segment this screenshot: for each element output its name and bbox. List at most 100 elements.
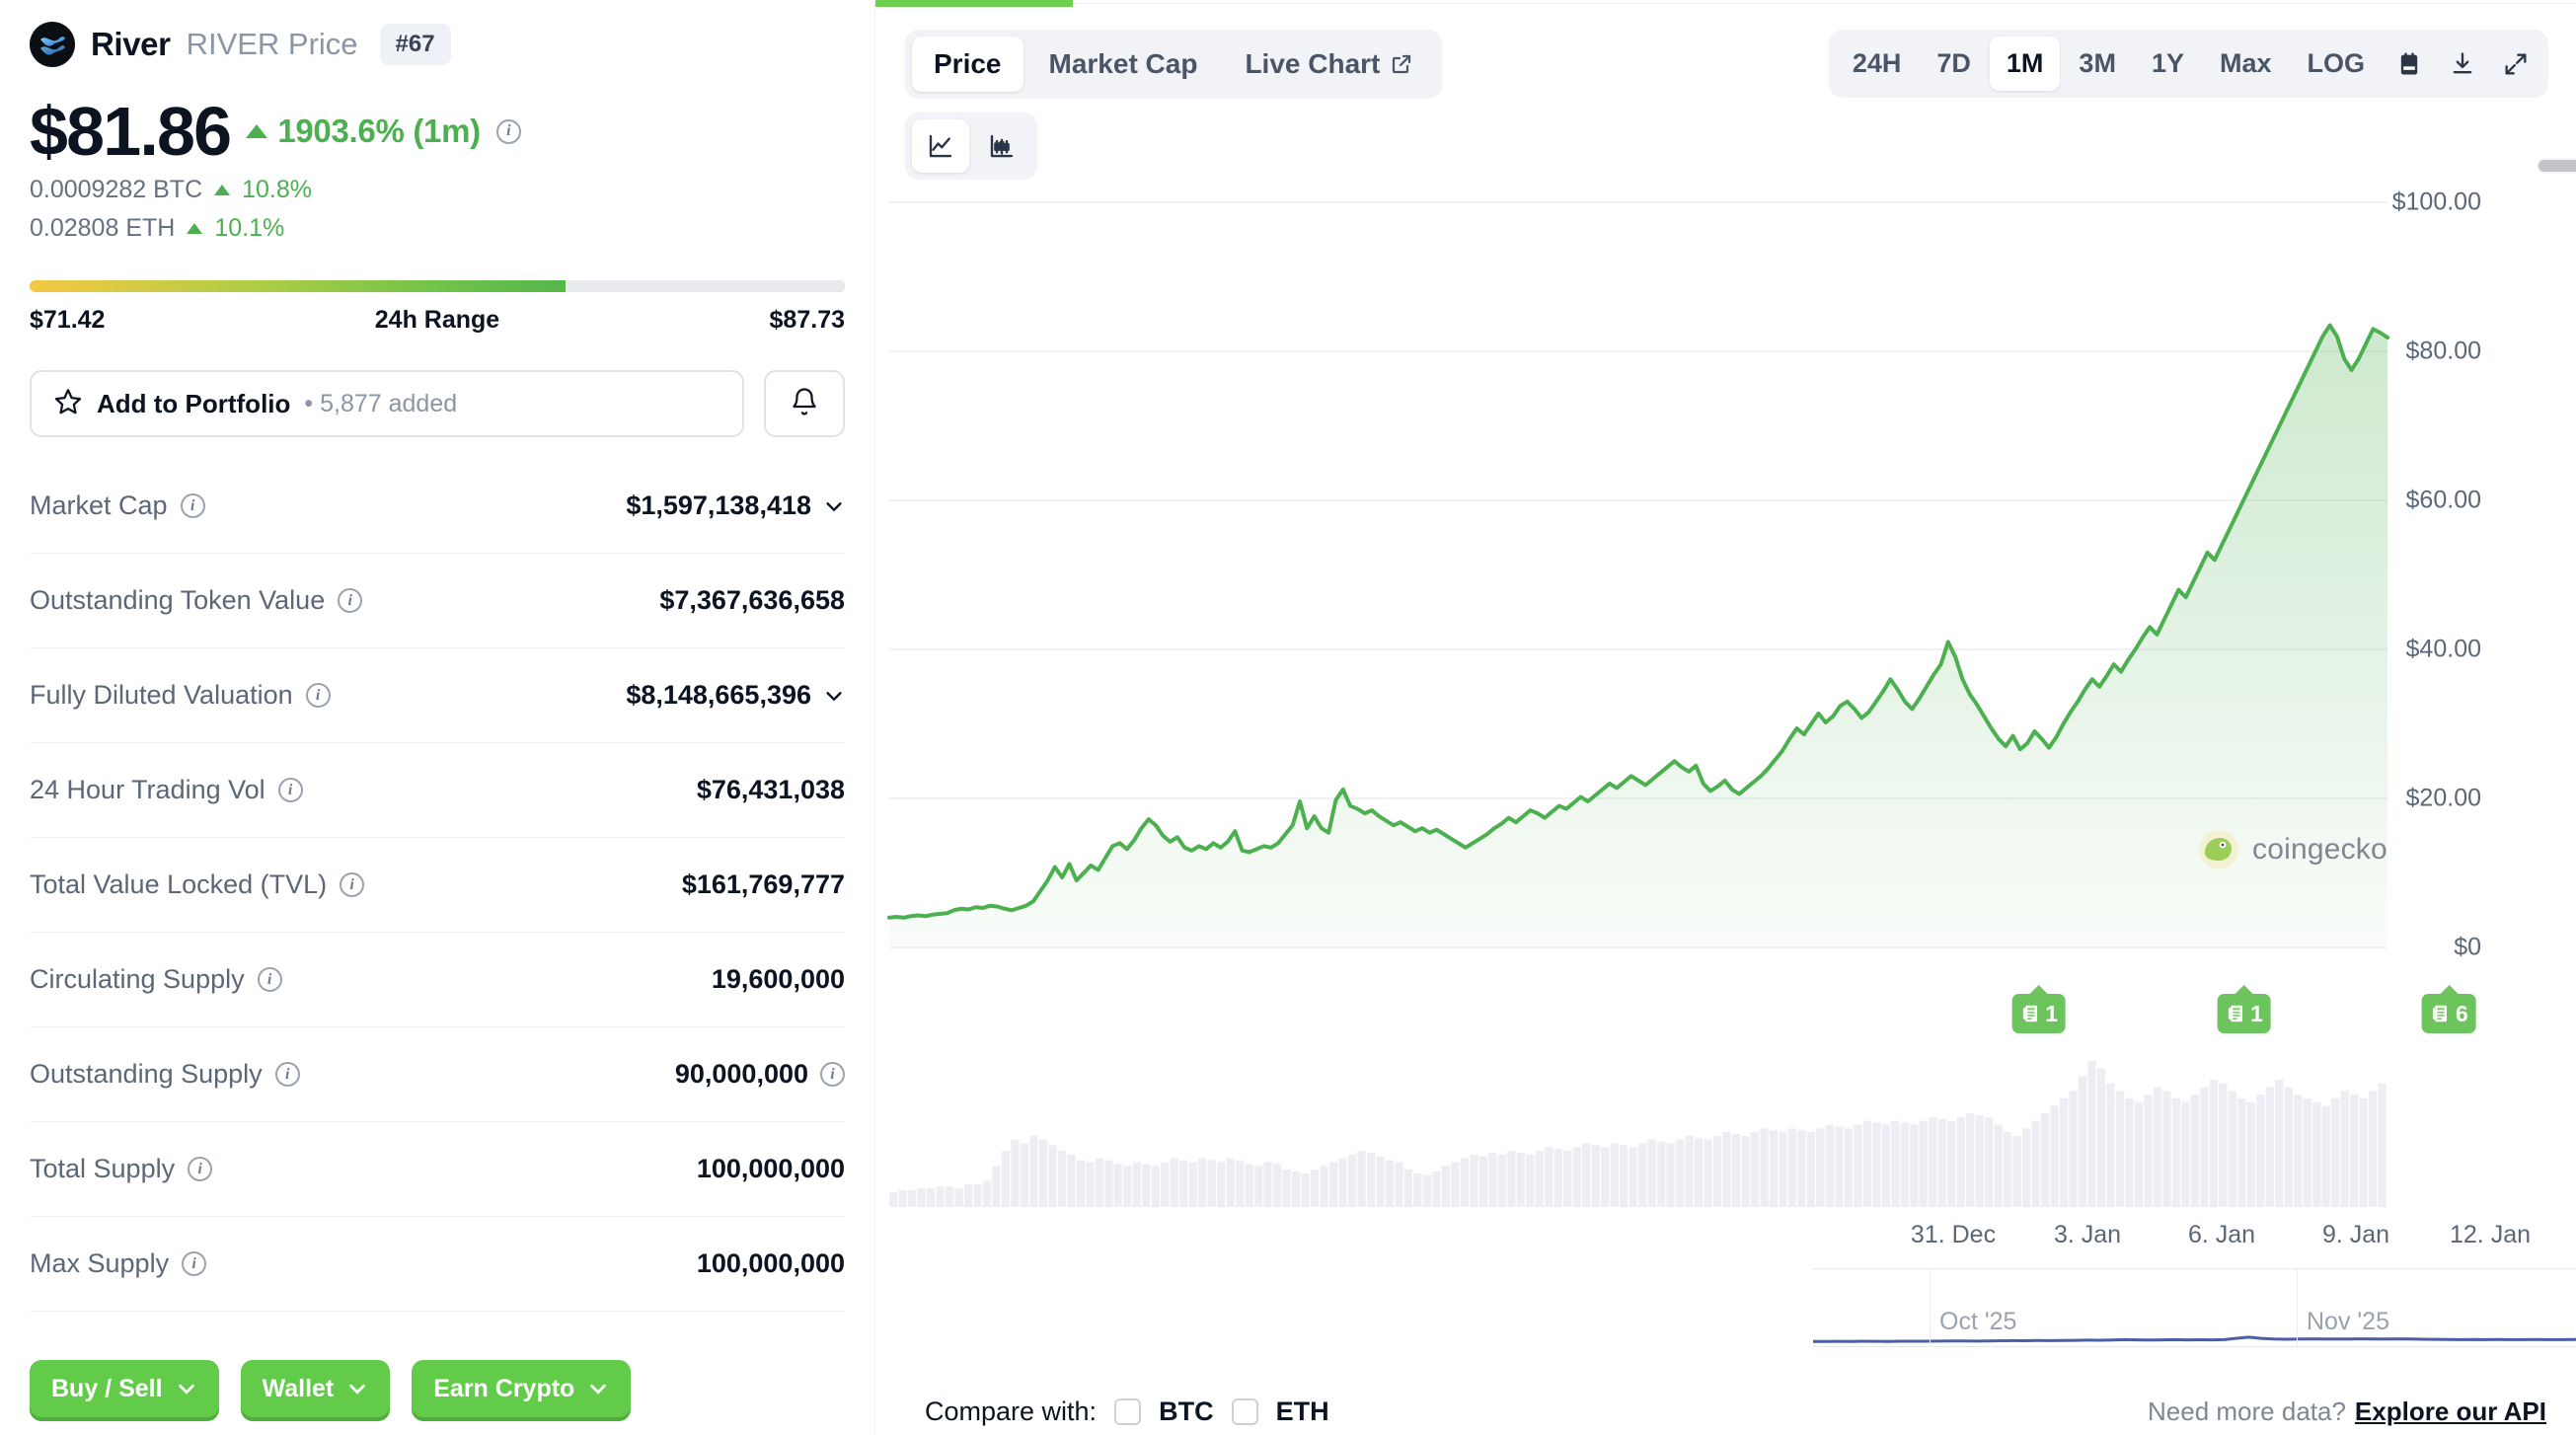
stat-value: $161,769,777 [681,869,845,899]
price-info-icon[interactable]: i [495,118,521,144]
volume-bar [1217,1162,1226,1207]
info-icon[interactable]: i [188,1157,213,1181]
stat-row-circulating-supply[interactable]: Circulating Supply i 19,600,000 [30,933,845,1027]
range-max[interactable]: Max [2219,48,2272,78]
compare-checkbox-btc[interactable] [1114,1398,1142,1425]
info-icon[interactable]: i [338,588,363,613]
active-tab-indicator [875,0,1073,7]
info-icon[interactable]: i [277,778,303,802]
stat-row-total-supply[interactable]: Total Supply i 100,000,000 [30,1122,845,1217]
volume-bar [1113,1164,1122,1207]
compare-option-eth[interactable]: ETH [1275,1397,1329,1426]
volume-bar [1132,1162,1141,1207]
range-1y[interactable]: 1Y [2151,48,2184,78]
compare-checkbox-eth[interactable] [1231,1398,1258,1425]
download-icon[interactable] [2437,39,2488,89]
coingecko-logo-icon [2199,830,2238,869]
stat-row-market-cap[interactable]: Market Cap i $1,597,138,418 [30,459,845,554]
volume-bar [2144,1095,2153,1207]
volume-bar [1282,1170,1291,1207]
range-log[interactable]: LOG [2307,48,2366,78]
stat-row-24-hour-trading-vol[interactable]: 24 Hour Trading Vol i $76,431,038 [30,743,845,838]
info-icon[interactable]: i [820,1062,845,1087]
volume-bar [1236,1160,1245,1207]
add-to-portfolio-button[interactable]: Add to Portfolio • 5,877 added [30,370,744,437]
news-icon [2022,1005,2037,1022]
volume-bar [1254,1166,1263,1207]
volume-bar [907,1189,917,1207]
volume-bar [1601,1147,1610,1207]
volume-bar [1563,1151,1572,1207]
info-icon[interactable]: i [305,683,331,708]
volume-bar [2256,1095,2265,1207]
volume-bar [2125,1097,2134,1207]
volume-bar [1545,1147,1553,1207]
stat-value: $76,431,038 [696,775,845,804]
calendar-icon[interactable] [2384,39,2435,89]
stat-row-outstanding-supply[interactable]: Outstanding Supply i 90,000,000 i [30,1027,845,1122]
volume-bar [1910,1124,1919,1207]
volume-bar [1226,1158,1235,1207]
chevron-down-icon [349,1384,366,1395]
stat-row-max-supply[interactable]: Max Supply i 100,000,000 [30,1217,845,1312]
stat-value-group: 100,000,000 [697,1248,845,1279]
line-chart-icon[interactable] [912,119,969,173]
range-7d[interactable]: 7D [1936,48,1971,78]
range-24h[interactable]: 24H [1852,48,1902,78]
volume-bar [1020,1143,1029,1207]
info-icon[interactable]: i [340,872,365,897]
info-icon[interactable]: i [274,1062,300,1087]
volume-bar [1357,1151,1366,1207]
chart-tab-live-chart[interactable]: Live Chart [1223,37,1435,92]
stat-row-fully-diluted-valuation[interactable]: Fully Diluted Valuation i $8,148,665,396 [30,648,845,743]
news-marker[interactable]: 6 [2422,994,2476,1033]
portfolio-count: • 5,877 added [304,389,458,417]
chart-tab-market-cap[interactable]: Market Cap [1027,37,1220,92]
stat-label-group: 24 Hour Trading Vol i [30,775,303,805]
volume-bar [1067,1154,1076,1207]
chart-horizontal-scrollbar[interactable] [2537,158,2576,174]
news-marker[interactable]: 1 [2217,994,2271,1033]
info-icon[interactable]: i [180,493,205,518]
volume-bar [1320,1166,1328,1207]
candlestick-icon[interactable] [973,119,1030,173]
range-1m[interactable]: 1M [1989,37,2061,91]
stat-row-total-value-locked-tvl[interactable]: Total Value Locked (TVL) i $161,769,777 [30,838,845,933]
volume-bar [1591,1145,1600,1207]
price-chart[interactable]: $0 $20.00 $40.00 $60.00 $80.00 $100.00 31. De… [875,189,2576,1248]
info-icon[interactable]: i [257,967,282,992]
chart-tab-price[interactable]: Price [912,37,1023,92]
stat-row-outstanding-token-value[interactable]: Outstanding Token Value i $7,367,636,658 [30,554,845,648]
volume-bar [889,1191,898,1207]
stat-value: $7,367,636,658 [659,585,845,615]
news-count: 6 [2456,1000,2468,1026]
expand-icon[interactable] [2490,39,2541,89]
chevron-down-icon[interactable] [823,685,845,707]
range-3m[interactable]: 3M [2079,48,2116,78]
wallet-button[interactable]: Wallet [240,1360,391,1417]
stat-label: Total Value Locked (TVL) [30,869,328,899]
volume-bar [2106,1083,2115,1207]
price-alert-button[interactable] [764,370,845,437]
buy-sell-button[interactable]: Buy / Sell [30,1360,219,1417]
volume-bar [1413,1172,1422,1207]
volume-bar [1086,1162,1095,1207]
earn-crypto-button[interactable]: Earn Crypto [412,1360,632,1417]
stat-value-group: $76,431,038 [697,775,845,805]
chart-toolbar-left: Price Market Cap Live Chart [905,30,1443,180]
scrollbar-thumb[interactable] [2538,160,2576,172]
stat-label: 24 Hour Trading Vol [30,775,265,804]
stat-value-group: 90,000,000 i [675,1059,845,1090]
volume-bar [1620,1145,1629,1207]
stat-label-group: Max Supply i [30,1248,207,1279]
api-link[interactable]: Explore our API [2354,1397,2546,1426]
volume-bar [1835,1126,1844,1207]
news-marker[interactable]: 1 [2011,994,2067,1033]
volume-bar [2359,1097,2368,1207]
compare-option-btc[interactable]: BTC [1159,1397,1214,1426]
info-icon[interactable]: i [182,1251,207,1276]
chevron-down-icon[interactable] [823,495,845,517]
volume-bar [1937,1118,1946,1207]
